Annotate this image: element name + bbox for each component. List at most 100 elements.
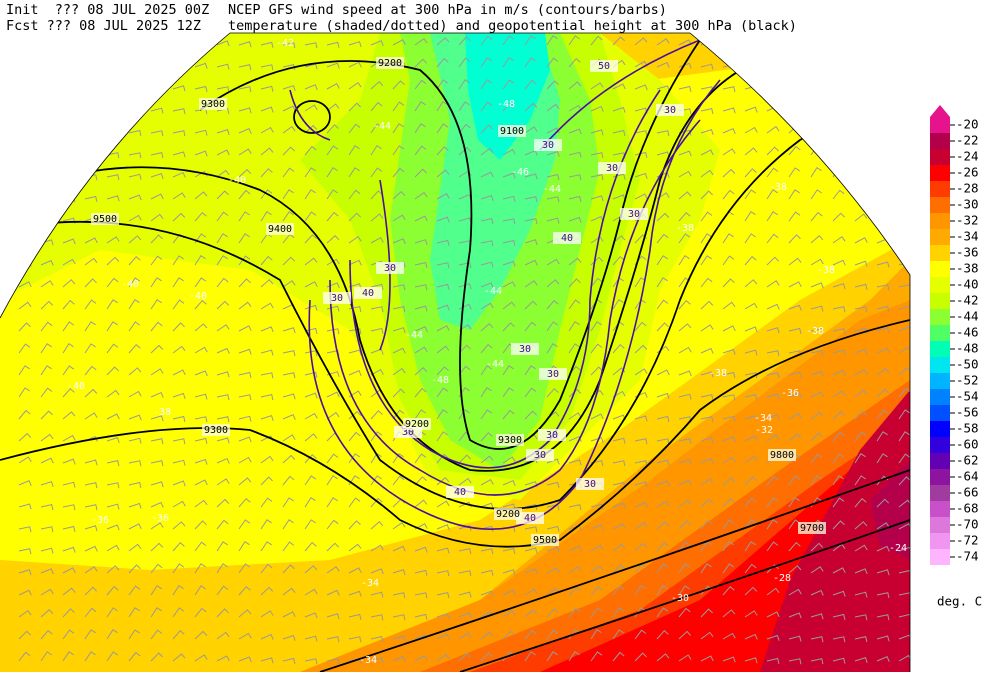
wind-barb: [656, 61, 670, 68]
wind-barb: [436, 500, 450, 508]
wind-barb: [766, 475, 779, 486]
shade: [870, 460, 910, 560]
wind-barb: [62, 546, 76, 553]
wind-barb: [326, 41, 340, 48]
height-label: 9300: [201, 99, 225, 110]
wind-barb: [216, 416, 230, 423]
wind-barb: [678, 499, 692, 508]
wind-barb: [260, 541, 272, 552]
wind-barb: [282, 372, 296, 379]
wind-barb: [18, 456, 32, 464]
wind-label-box: [538, 429, 566, 441]
wind-barb: [62, 651, 74, 662]
wind-barb: [348, 102, 362, 112]
wind-barb: [326, 103, 340, 112]
wind-barb: [524, 239, 538, 246]
wind-barb: [194, 458, 208, 465]
wind-barb: [348, 349, 362, 356]
wind-barb: [326, 167, 338, 178]
wind-barb: [458, 454, 472, 464]
wind-barb: [788, 63, 802, 70]
wind-barb: [590, 343, 603, 354]
wind-barb: [898, 145, 910, 156]
wind-barb: [348, 636, 362, 643]
wind-barb: [238, 497, 251, 508]
wind-barb: [370, 348, 384, 355]
wind-barb: [216, 277, 229, 288]
wind-label: 30: [546, 430, 558, 441]
wind-barb: [414, 387, 427, 398]
wind-barb: [370, 80, 384, 90]
wind-barb: [832, 390, 846, 398]
wind-barb: [854, 60, 868, 68]
wind-barb: [172, 38, 186, 46]
wind-barb: [282, 280, 296, 288]
wind-barb: [348, 590, 362, 597]
wind-barb: [876, 656, 890, 662]
wind-barb: [128, 235, 142, 244]
wind-barb: [172, 108, 186, 115]
wind-barb: [370, 544, 384, 552]
wind-barb: [590, 607, 602, 618]
wind-barb: [722, 519, 735, 530]
wind-barb: [766, 146, 779, 156]
wind-label-box: [446, 486, 474, 498]
wind-barb: [238, 168, 252, 178]
wind-barb: [348, 370, 362, 376]
wind-barb: [612, 585, 625, 596]
wind-barb: [304, 145, 317, 156]
wind-barb: [150, 277, 162, 288]
wind-barb: [810, 658, 824, 665]
wind-barb: [458, 409, 470, 420]
wind-barb: [436, 57, 449, 68]
wind-barb: [370, 283, 384, 290]
wind-barb: [150, 460, 164, 467]
wind-barb: [832, 567, 846, 574]
wind-barb: [106, 277, 119, 288]
wind-barb: [634, 193, 648, 200]
wind-barb: [722, 497, 735, 508]
wind-barb: [678, 479, 692, 486]
wind-barb: [260, 455, 274, 464]
height-label: 9800: [770, 450, 794, 461]
wind-barb: [876, 190, 890, 200]
wind-barb: [62, 127, 76, 134]
wind-barb: [282, 434, 296, 442]
colorbar-swatch: [930, 437, 950, 453]
wind-barb: [62, 150, 76, 157]
wind-barb: [238, 278, 251, 288]
wind-barb: [898, 476, 910, 486]
wind-barb: [84, 525, 98, 532]
wind-barb: [40, 35, 52, 46]
wind-barb: [84, 257, 98, 266]
wind-barb: [480, 455, 494, 464]
wind-barb: [634, 344, 648, 354]
wind-barb: [546, 481, 560, 488]
wind-barb: [238, 41, 252, 48]
wind-barb: [62, 567, 76, 574]
wind-barb: [260, 394, 274, 401]
wind-barb: [458, 477, 472, 486]
wind-barb: [678, 563, 690, 574]
wind-barb: [480, 343, 493, 354]
wind-barb: [326, 62, 340, 69]
wind-barb: [854, 101, 867, 112]
wind-barb: [788, 371, 802, 378]
wind-barb: [634, 130, 648, 137]
wind-barb: [854, 568, 868, 575]
wind-barb: [458, 79, 470, 90]
wind-barb: [128, 343, 141, 354]
wind-barb: [898, 38, 910, 46]
wind-barb: [282, 634, 296, 641]
wind-barb: [854, 237, 868, 244]
wind-barb: [656, 85, 670, 92]
wind-barb: [40, 300, 54, 310]
wind-barb: [502, 79, 515, 90]
wind-barb: [524, 102, 538, 112]
wind-barb: [854, 475, 866, 486]
wind-barb: [282, 611, 296, 618]
wind-barb: [524, 410, 537, 420]
wind-barb: [392, 614, 406, 621]
colorbar-swatch: [930, 213, 950, 229]
wind-barb: [414, 38, 428, 46]
